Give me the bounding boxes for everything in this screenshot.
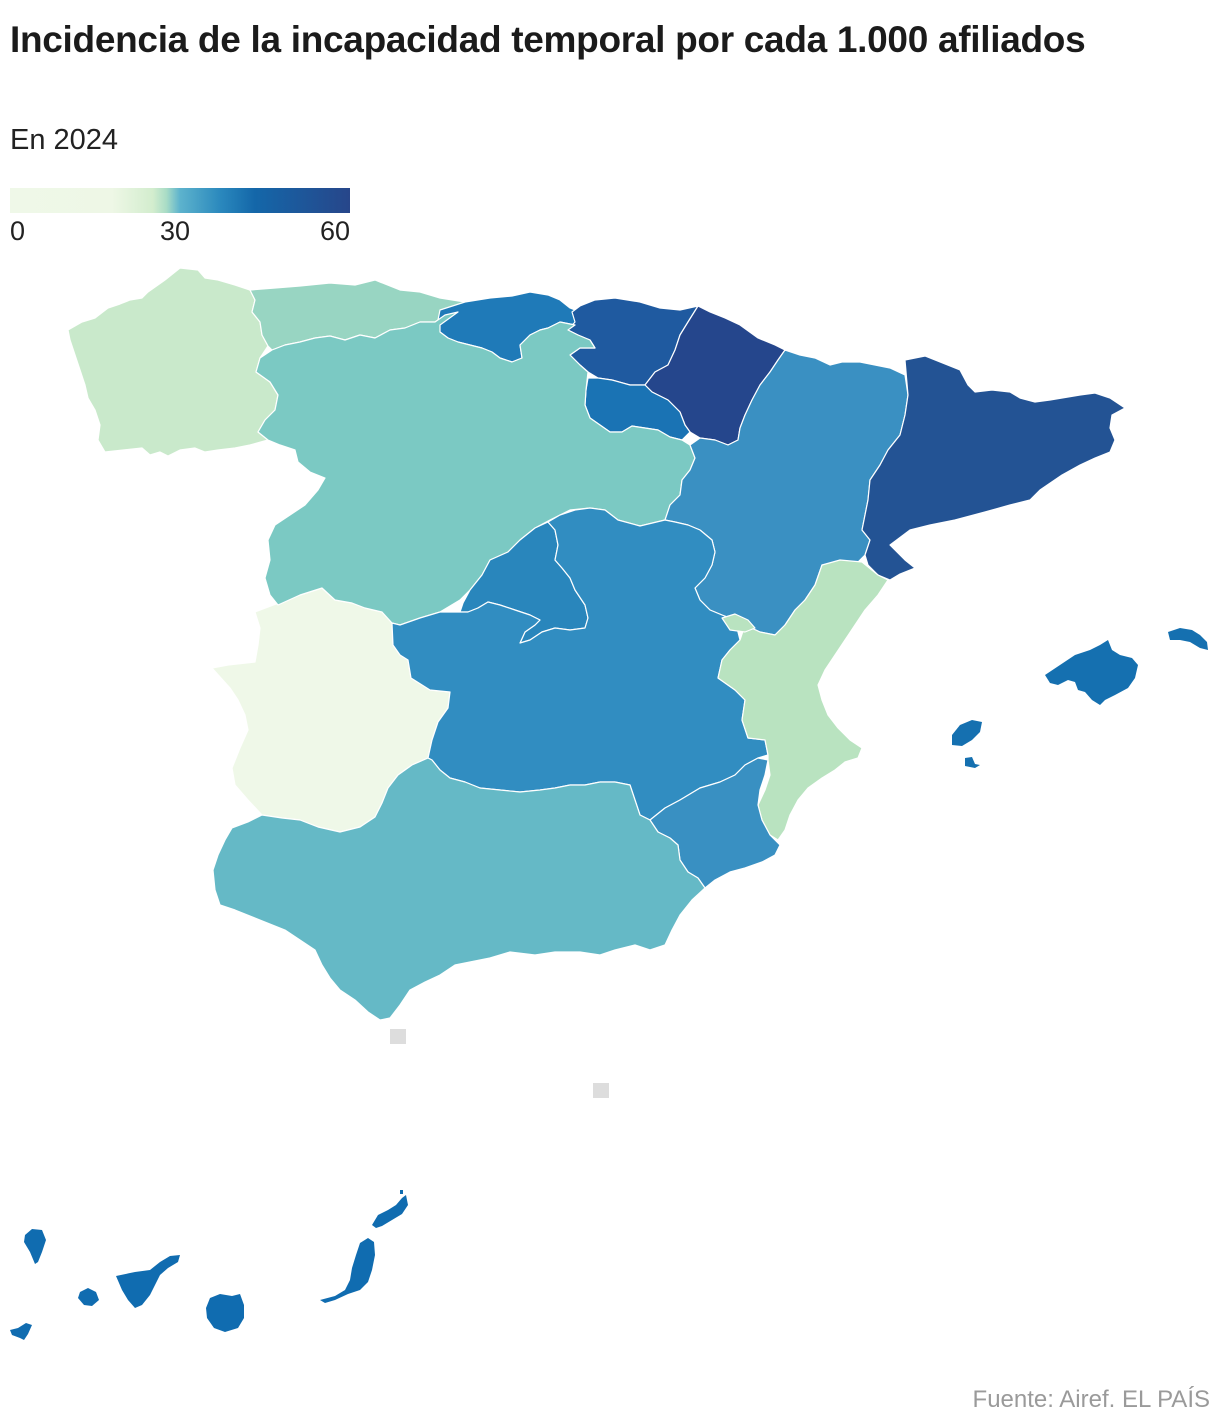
color-legend: 0 30 60 (10, 188, 350, 248)
legend-gradient-bar (10, 188, 350, 213)
island-tenerife (116, 1255, 180, 1308)
island-ibiza (952, 720, 982, 746)
region-ceuta[interactable] (390, 1029, 406, 1044)
chart-title: Incidencia de la incapacidad temporal po… (10, 19, 1086, 60)
island-la-gomera (78, 1288, 99, 1306)
island-formentera (965, 757, 980, 768)
legend-ticks: 0 30 60 (10, 216, 350, 248)
island-menorca (1168, 628, 1208, 650)
island-la-graciosa (400, 1190, 403, 1194)
island-la-palma (24, 1229, 46, 1264)
region-melilla[interactable] (593, 1083, 609, 1098)
island-el-hierro (10, 1323, 32, 1340)
island-lanzarote (372, 1195, 408, 1228)
region-cataluna[interactable] (861, 355, 1126, 581)
island-gran-canaria (206, 1294, 244, 1332)
island-fuerteventura (320, 1238, 375, 1303)
region-galicia[interactable] (67, 267, 279, 457)
region-valenciana-enclave (721, 613, 756, 633)
legend-tick-mid: 30 (160, 216, 191, 246)
region-valenciana[interactable] (717, 559, 889, 841)
island-mallorca (1045, 640, 1138, 705)
chart-subtitle: En 2024 (10, 124, 119, 156)
region-canarias[interactable] (10, 1190, 408, 1340)
legend-tick-min: 0 (10, 216, 26, 246)
region-baleares[interactable] (952, 628, 1208, 768)
legend-tick-max: 60 (319, 216, 350, 246)
region-andalucia[interactable] (212, 757, 706, 1021)
source-credit: Fuente: Airef. EL PAÍS (972, 1386, 1210, 1413)
